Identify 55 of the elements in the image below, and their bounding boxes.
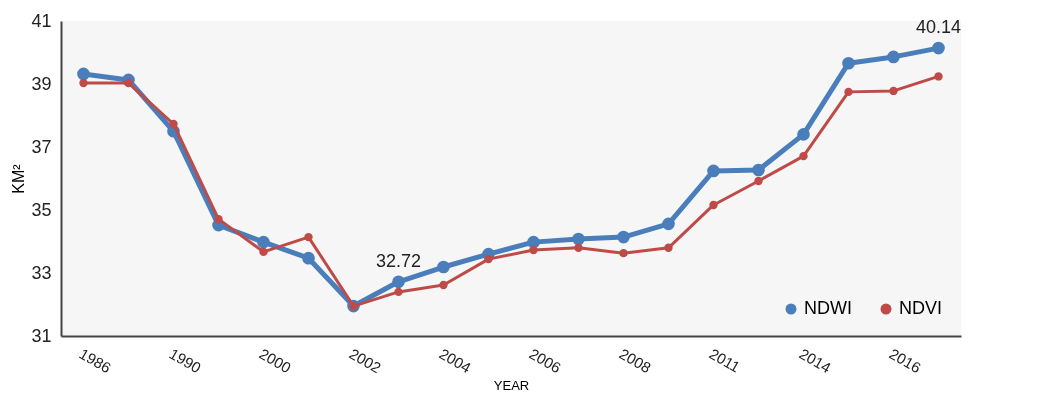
y-axis-title: KM²: [10, 163, 28, 194]
x-tick-label: 1986: [76, 344, 114, 377]
point: [124, 78, 133, 88]
x-tick-label: 2004: [436, 344, 474, 377]
y-tick-label: 39: [31, 73, 52, 94]
point: [707, 164, 720, 178]
x-tick-label: 2008: [616, 344, 654, 377]
point: [394, 287, 403, 297]
point: [392, 275, 405, 289]
point: [77, 67, 90, 81]
x-tick-label: 2006: [526, 344, 564, 377]
point: [437, 260, 450, 274]
x-tick-label: 2011: [706, 344, 743, 376]
x-tick-label: 2016: [886, 344, 924, 377]
legend-label: NDWI: [804, 298, 852, 318]
point: [754, 176, 763, 186]
point: [797, 128, 810, 141]
point: [79, 78, 88, 88]
point: [259, 247, 268, 257]
data-label: 32.72: [375, 250, 422, 271]
x-tick-label: 1990: [166, 344, 204, 377]
point: [574, 243, 583, 252]
point: [257, 235, 270, 249]
y-tick-label: 33: [31, 262, 52, 283]
point: [214, 214, 223, 224]
point: [799, 151, 808, 161]
x-axis-title: YEAR: [493, 378, 530, 394]
x-tick-label: 2000: [256, 344, 294, 377]
point: [439, 280, 448, 290]
point: [709, 200, 718, 210]
x-tick-label: 2014: [796, 344, 834, 377]
point: [934, 72, 943, 81]
y-tick-label: 35: [31, 199, 52, 220]
point: [302, 251, 315, 265]
point: [304, 232, 313, 242]
point: [932, 41, 945, 55]
data-label: 40.14: [915, 17, 962, 38]
point: [617, 230, 630, 244]
point: [664, 243, 673, 252]
point: [484, 254, 493, 264]
point: [662, 217, 675, 231]
point: [529, 245, 538, 255]
y-tick-label: 31: [31, 325, 52, 346]
x-tick-label: 2002: [346, 344, 384, 377]
point: [752, 163, 765, 177]
point: [572, 232, 585, 246]
point: [887, 50, 900, 64]
y-tick-label: 41: [31, 10, 52, 31]
point: [842, 56, 855, 70]
y-tick-label: 37: [31, 136, 52, 157]
point: [889, 86, 898, 96]
legend-label: NDVI: [899, 298, 943, 318]
point: [844, 87, 853, 97]
point: [619, 248, 628, 258]
point: [169, 119, 178, 129]
